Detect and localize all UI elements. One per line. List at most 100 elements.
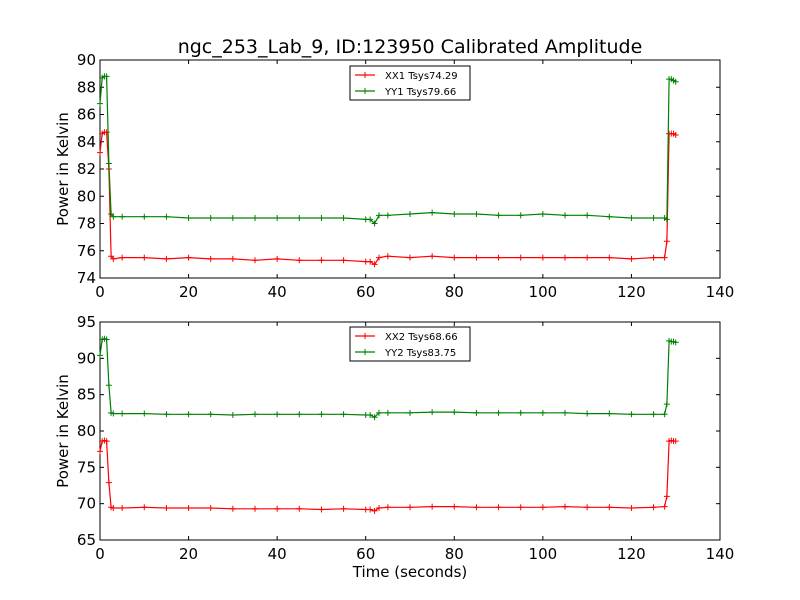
y-tick-label: 74 [77,269,96,287]
data-point [495,409,502,416]
y-tick-label: 84 [77,133,96,151]
data-point [229,505,236,512]
data-point [229,412,236,419]
data-point [141,213,148,220]
data-point [252,505,258,512]
data-point [663,238,670,245]
data-point [451,210,458,217]
data-point [384,212,391,219]
data-point [407,504,413,511]
data-point [663,216,670,223]
data-point [429,503,436,510]
data-point [207,505,214,512]
data-point [539,504,546,511]
data-point [451,409,458,416]
data-point [119,505,126,512]
data-point [495,254,502,261]
legend-box [349,65,471,101]
data-point [207,215,214,222]
data-point [517,504,524,511]
data-point [252,411,258,418]
data-point [562,503,568,510]
data-point [274,255,281,262]
data-point [371,261,378,268]
data-point [473,254,480,261]
data-point [376,212,382,219]
y-axis-label: Power in Kelvin [54,374,72,488]
data-point [97,448,103,455]
data-point [340,505,347,512]
data-point [663,401,670,408]
data-point [606,213,613,220]
data-point [562,254,568,261]
data-point [672,438,679,445]
data-point [367,258,374,265]
data-point [628,411,635,418]
data-point [628,255,635,262]
x-tick-label: 20 [179,283,198,301]
y-tick-label: 75 [77,458,96,476]
data-point [584,410,591,417]
data-point [340,215,347,222]
data-point [252,215,258,222]
bottom-subplot: 0 20 40 60 80 100 120 140 65 70 75 80 85 90 95 Power in… [54,313,734,581]
x-tick-label: 120 [617,283,646,301]
data-point [185,411,192,418]
data-point [661,503,668,510]
y-tick-label: 65 [77,531,96,549]
data-point [252,257,258,264]
data-point [429,209,436,216]
y-tick-label: 76 [77,242,96,260]
data-point [584,212,591,219]
y-tick-label: 95 [77,313,96,331]
data-point [407,254,413,261]
data-point [606,504,613,511]
data-point [110,255,117,262]
legend-label: YY1 Tsys79.66 [384,87,456,98]
data-point [672,131,679,138]
data-point [163,213,170,220]
data-point [103,73,110,80]
data-point [185,215,192,222]
data-point [650,215,657,222]
data-point [473,409,480,416]
y-tick-label: 80 [77,422,96,440]
data-point [141,410,148,417]
data-point [318,411,325,418]
data-point [517,254,524,261]
x-tick-label: 0 [95,545,105,563]
x-tick-label: 40 [268,283,287,301]
top-subplot: 0 20 40 60 80 100 120 140 74 76 78 80 82 84 86 88 90 Powe… [54,51,734,301]
data-point [119,410,126,417]
data-point [384,409,391,416]
data-point [163,411,170,418]
legend-label: XX1 Tsys74.29 [385,71,458,82]
data-point [371,507,378,514]
data-point [473,210,480,217]
data-point [384,504,391,511]
data-point [495,504,502,511]
data-point [473,504,480,511]
x-tick-label: 80 [445,283,464,301]
data-point [376,505,382,512]
x-tick-label: 120 [617,545,646,563]
data-point [185,254,192,261]
x-tick-label: 100 [529,545,558,563]
data-point [407,210,413,217]
y-tick-label: 78 [77,215,96,233]
data-point [119,254,126,261]
y-tick-label: 86 [77,106,96,124]
x-tick-label: 140 [706,545,735,563]
y-tick-label: 88 [77,78,96,96]
data-point [376,409,382,416]
x-tick-label: 60 [356,545,375,563]
data-point [539,210,546,217]
data-point [274,215,281,222]
data-point [451,254,458,261]
data-point [451,503,458,510]
data-point [663,493,670,500]
x-tick-label: 140 [706,283,735,301]
y-tick-label: 85 [77,386,96,404]
data-point [584,504,591,511]
data-point [229,255,236,262]
